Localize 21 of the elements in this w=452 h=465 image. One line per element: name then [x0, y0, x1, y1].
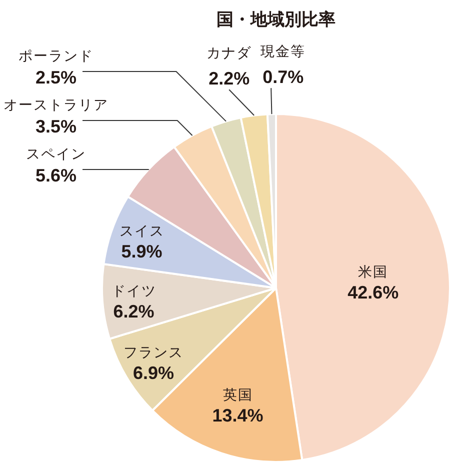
slice-label: オーストラリア — [4, 98, 108, 114]
slice-label: スイス — [119, 224, 164, 240]
slice-label: 米国 — [358, 264, 388, 281]
data-label: 6.2% — [113, 301, 154, 322]
data-label: 5.6% — [35, 166, 77, 186]
data-label: 2.2% — [208, 68, 250, 89]
slice-label: 現金等 — [260, 44, 306, 60]
slice-label: フランス — [124, 345, 184, 362]
slice-label: 英国 — [222, 388, 253, 404]
slice-label: ポーランド — [18, 48, 94, 64]
slice-label: ドイツ — [111, 283, 156, 300]
data-label: 2.5% — [35, 68, 77, 88]
data-label: 0.7% — [262, 67, 304, 88]
data-label: 5.9% — [121, 242, 162, 262]
slice-label: スペイン — [26, 146, 86, 162]
data-label: 3.5% — [35, 116, 77, 136]
data-label: 6.9% — [133, 363, 174, 384]
data-label: 13.4% — [212, 406, 264, 426]
data-label: 42.6% — [348, 282, 399, 303]
chart-title: 国・地域別比率 — [216, 10, 336, 30]
slice-label: カナダ — [206, 46, 252, 62]
